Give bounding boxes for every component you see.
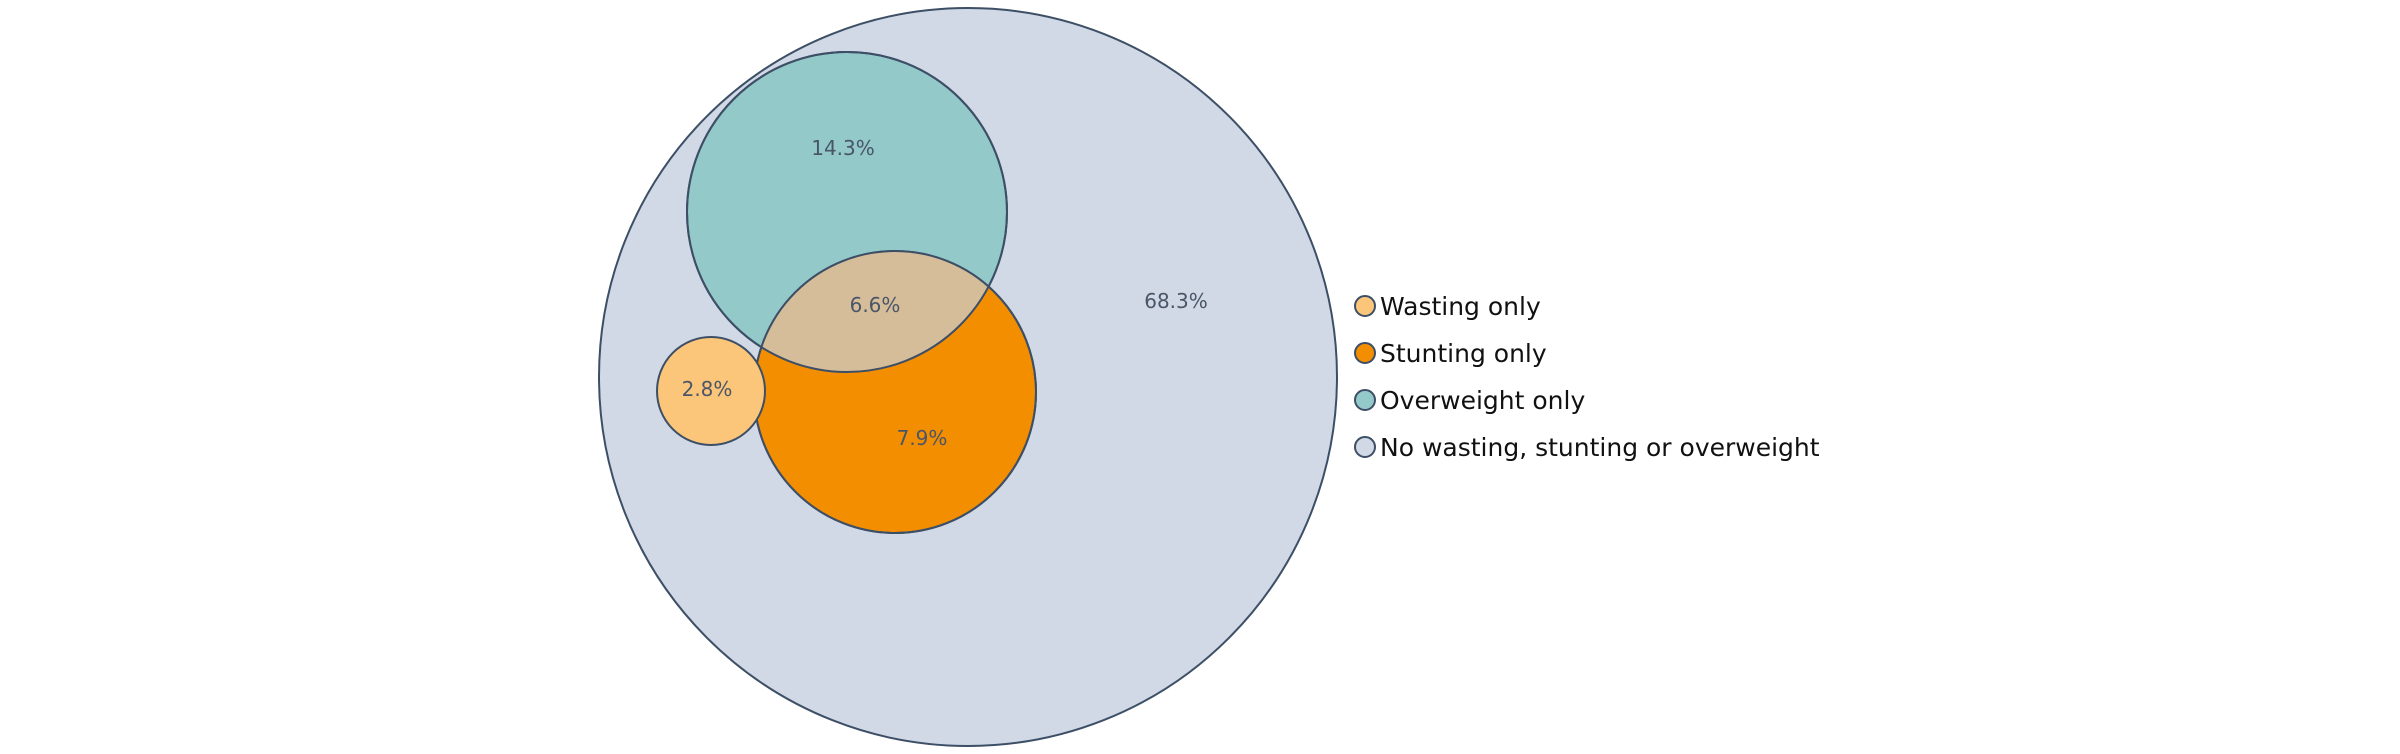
legend-label-2: Overweight only <box>1380 386 1585 415</box>
legend-marker-1 <box>1354 342 1376 364</box>
legend-marker-0 <box>1354 295 1376 317</box>
label-stunting: 7.9% <box>897 426 948 450</box>
circle-overweight-outline <box>686 51 1008 373</box>
label-intersection: 6.6% <box>850 293 901 317</box>
legend-label-3: No wasting, stunting or overweight <box>1380 433 1820 462</box>
legend-label-0: Wasting only <box>1380 292 1541 321</box>
label-overweight: 14.3% <box>811 136 875 160</box>
circle-wasting <box>656 336 766 446</box>
label-none: 68.3% <box>1144 289 1208 313</box>
legend-marker-3 <box>1354 436 1376 458</box>
legend-marker-2 <box>1354 389 1376 411</box>
label-wasting: 2.8% <box>682 377 733 401</box>
legend-label-1: Stunting only <box>1380 339 1547 368</box>
